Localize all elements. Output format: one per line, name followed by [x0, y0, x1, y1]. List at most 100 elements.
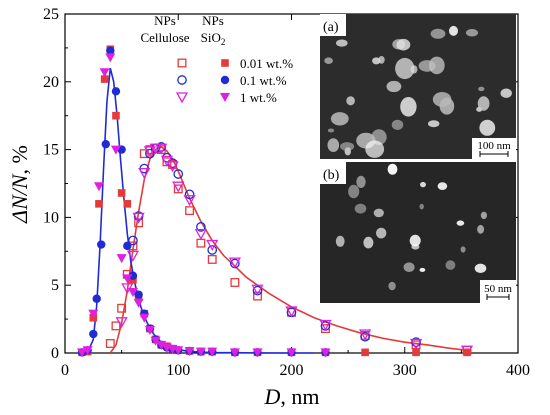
data-point	[228, 257, 241, 269]
data-point	[360, 331, 370, 342]
inset-a-particles	[324, 25, 512, 158]
data-point	[138, 168, 151, 179]
legend-marker-sio2	[220, 75, 230, 85]
particle	[474, 263, 487, 273]
particle	[439, 97, 455, 115]
data-point	[206, 239, 219, 251]
data-point	[252, 348, 263, 358]
data-point	[95, 200, 103, 208]
particle	[324, 57, 333, 64]
particle	[478, 86, 485, 92]
data-point	[184, 189, 195, 200]
particle	[365, 140, 385, 158]
particle	[411, 244, 420, 250]
data-point	[166, 161, 179, 173]
data-point	[117, 189, 126, 197]
legend-row-1-label: 0.01 wt.%	[240, 56, 293, 71]
data-point	[101, 139, 110, 149]
particle	[400, 97, 417, 117]
y-tick-label: 0	[51, 345, 59, 362]
particle	[372, 57, 381, 65]
particle	[348, 184, 360, 199]
data-point	[117, 303, 127, 313]
particle	[480, 211, 487, 220]
data-point	[134, 290, 143, 299]
particle	[465, 29, 479, 37]
inset-a: (a) 100 nm	[320, 14, 516, 159]
inset-a-scale-bar	[479, 151, 509, 157]
particle	[460, 246, 466, 253]
data-point	[155, 143, 168, 155]
data-point	[123, 241, 132, 251]
particle	[327, 138, 340, 153]
data-point	[251, 284, 264, 296]
data-point	[122, 274, 133, 284]
data-point	[110, 145, 121, 155]
inset-a-scale-text: 100 nm	[477, 140, 511, 152]
data-point	[207, 347, 218, 357]
particle	[419, 203, 424, 210]
y-axis-ticks: 0 5 10 15 20 25	[43, 6, 518, 362]
particle	[428, 120, 440, 128]
particle	[395, 57, 415, 80]
y-tick-label: 5	[51, 277, 59, 294]
particle	[356, 175, 366, 188]
y-tick-label: 15	[43, 142, 59, 159]
x-tick-label: 200	[280, 362, 304, 379]
y-axis-title: ΔN/N, %	[7, 145, 32, 224]
legend-row-3-label: 1 wt.%	[240, 90, 277, 105]
particle	[391, 119, 404, 130]
inset-a-image	[320, 14, 516, 159]
data-point	[145, 148, 155, 159]
data-point	[144, 325, 155, 335]
data-point	[409, 338, 423, 350]
inset-b-particles	[335, 163, 487, 291]
data-point	[183, 195, 196, 207]
particle	[420, 181, 426, 188]
data-point	[112, 111, 120, 120]
y-tick-label: 25	[43, 6, 59, 23]
data-point	[99, 68, 110, 78]
data-point	[105, 339, 115, 348]
legend-header-sio2-line1: NPs	[202, 13, 224, 28]
particle	[409, 234, 421, 247]
particle	[346, 96, 355, 106]
data-points	[76, 45, 474, 358]
data-point	[89, 329, 98, 339]
data-point	[111, 87, 121, 96]
legend-marker-sio2	[220, 93, 230, 102]
data-point	[134, 218, 144, 228]
data-point	[93, 182, 104, 192]
particle	[456, 220, 465, 226]
data-point	[285, 306, 298, 318]
data-point	[173, 184, 183, 194]
data-point	[195, 347, 206, 357]
data-point	[156, 340, 167, 350]
data-point	[111, 321, 121, 331]
data-point	[359, 329, 372, 341]
y-tick-label: 20	[43, 74, 59, 91]
data-point	[207, 254, 217, 264]
particle	[410, 65, 418, 74]
data-point	[128, 235, 138, 246]
data-point	[286, 348, 297, 358]
data-point	[92, 294, 101, 303]
inset-b-label: (b)	[323, 168, 340, 183]
data-point	[139, 313, 150, 323]
data-point	[253, 291, 262, 301]
inset-a-label: (a)	[323, 20, 339, 35]
data-point	[185, 206, 195, 216]
x-tick-label: 0	[61, 362, 69, 379]
x-tick-label: 100	[166, 362, 190, 379]
data-point	[133, 298, 144, 308]
data-point	[184, 346, 195, 356]
particle	[476, 106, 483, 112]
particle	[336, 39, 348, 47]
particle	[376, 227, 387, 239]
legend-marker-sio2	[221, 59, 229, 67]
particle	[419, 267, 426, 272]
data-point	[319, 319, 332, 331]
data-point	[127, 287, 138, 297]
data-point	[76, 348, 87, 358]
